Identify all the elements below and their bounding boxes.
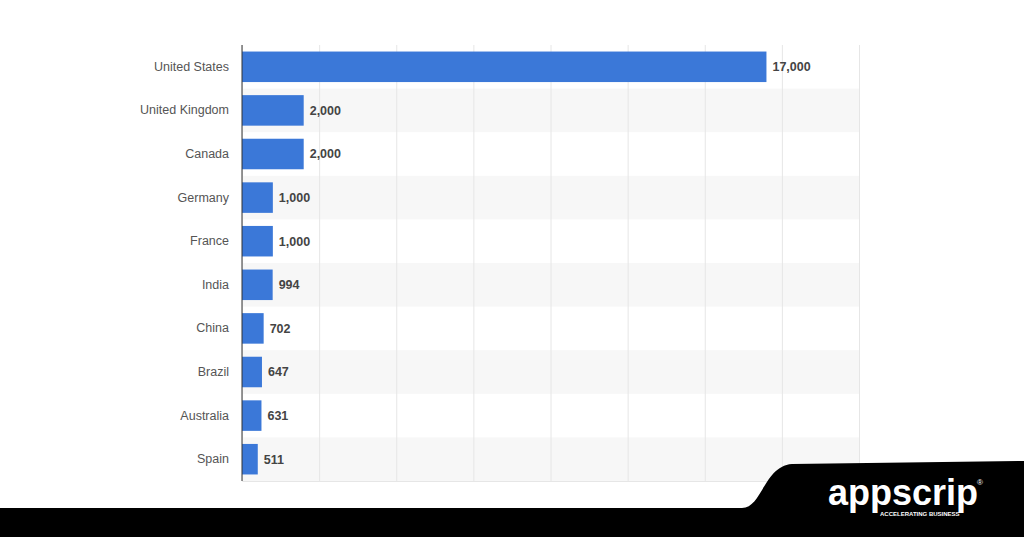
x-tick bbox=[705, 45, 706, 481]
footer-band bbox=[0, 461, 1024, 537]
data-label: 511 bbox=[264, 453, 284, 467]
y-tick: United Kingdom bbox=[140, 103, 242, 117]
logo-text: appscrip bbox=[828, 472, 978, 513]
x-tick bbox=[396, 45, 397, 481]
category-label: United States bbox=[154, 60, 229, 74]
bars bbox=[242, 52, 766, 475]
data-label: 17,000 bbox=[772, 60, 810, 74]
data-label: 1,000 bbox=[279, 235, 310, 249]
bar bbox=[242, 357, 262, 388]
grid-line bbox=[396, 45, 397, 481]
grid-line bbox=[628, 45, 629, 481]
category-label: Brazil bbox=[198, 365, 229, 379]
data-label: 647 bbox=[268, 365, 289, 379]
grid-line bbox=[551, 45, 552, 481]
y-tick: Canada bbox=[185, 147, 242, 161]
logo-registered: ® bbox=[977, 478, 983, 487]
category-label: Australia bbox=[180, 409, 229, 423]
bar bbox=[242, 313, 264, 344]
y-tick: France bbox=[190, 234, 242, 248]
category-label: Canada bbox=[185, 147, 229, 161]
bar bbox=[242, 52, 766, 83]
grid-line bbox=[782, 45, 783, 481]
category-label: Germany bbox=[178, 191, 230, 205]
data-labels: 17,000 2,000 2,000 1,000 1,000 994 702 647 631 51… bbox=[264, 60, 811, 466]
x-tick bbox=[551, 45, 552, 481]
x-tick bbox=[859, 45, 860, 481]
logo-tagline: ACCELERATING BUSINESS bbox=[880, 511, 960, 517]
data-label: 702 bbox=[270, 322, 291, 336]
bar bbox=[242, 182, 273, 213]
bar bbox=[242, 400, 261, 431]
x-axis bbox=[243, 45, 860, 482]
chart: United States United Kingdom Canada Germany… bbox=[0, 0, 1024, 537]
y-axis: United States United Kingdom Canada Germany… bbox=[140, 45, 242, 481]
bar bbox=[242, 95, 304, 126]
y-tick: United States bbox=[154, 60, 242, 74]
bar bbox=[242, 226, 273, 257]
bar bbox=[242, 444, 258, 475]
x-tick bbox=[628, 45, 629, 481]
y-tick: Germany bbox=[178, 191, 242, 205]
y-tick: Spain bbox=[197, 452, 242, 466]
x-tick bbox=[782, 45, 783, 481]
data-label: 994 bbox=[279, 278, 300, 292]
category-label: China bbox=[196, 321, 229, 335]
data-label: 1,000 bbox=[279, 191, 310, 205]
category-label: France bbox=[190, 234, 229, 248]
data-label: 631 bbox=[267, 409, 288, 423]
bar bbox=[242, 270, 273, 301]
y-axis-line bbox=[242, 45, 243, 481]
category-label: United Kingdom bbox=[140, 103, 229, 117]
x-axis-line bbox=[243, 45, 860, 482]
bar bbox=[242, 139, 304, 170]
footer: appscrip® ACCELERATING BUSINESS bbox=[0, 461, 1024, 537]
x-tick bbox=[473, 45, 474, 481]
data-label: 2,000 bbox=[310, 147, 341, 161]
category-label: Spain bbox=[197, 452, 229, 466]
y-tick: India bbox=[202, 278, 242, 292]
grid-line bbox=[859, 45, 860, 481]
grid-line bbox=[473, 45, 474, 481]
data-label: 2,000 bbox=[310, 104, 341, 118]
category-label: India bbox=[202, 278, 229, 292]
y-tick: Brazil bbox=[198, 365, 242, 379]
grid-line bbox=[705, 45, 706, 481]
y-tick: Australia bbox=[180, 409, 242, 423]
y-tick: China bbox=[196, 321, 242, 335]
